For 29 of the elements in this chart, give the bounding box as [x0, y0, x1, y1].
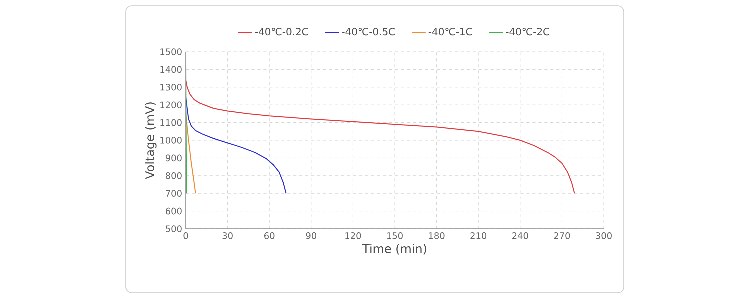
legend-label: -40℃-2C — [506, 28, 550, 36]
x-tick-label: 0 — [184, 232, 188, 240]
x-tick-label: 210 — [470, 232, 487, 240]
y-tick-label: 600 — [166, 208, 182, 215]
y-tick-label: 1100 — [160, 119, 182, 126]
y-tick-label: 700 — [166, 190, 182, 197]
x-tick-label: 90 — [306, 232, 317, 240]
y-tick-label: 1500 — [160, 48, 182, 56]
y-tick-label: 500 — [166, 226, 182, 232]
y-tick-label: 1000 — [160, 137, 182, 144]
y-axis-title: Voltage (mV) — [145, 102, 157, 180]
x-axis-title: Time (min) — [362, 244, 426, 255]
x-tick-label: 60 — [264, 232, 275, 240]
legend-label: -40℃-0.5C — [342, 28, 395, 36]
x-tick-label: 240 — [512, 232, 528, 240]
x-tick-label: 180 — [429, 232, 445, 240]
y-tick-label: 1300 — [160, 84, 182, 91]
line-series — [186, 80, 576, 194]
legend-label: -40℃-1C — [428, 28, 472, 36]
x-tick-label: 30 — [222, 232, 233, 240]
y-tick-label: 1400 — [160, 66, 182, 74]
x-tick-label: 120 — [346, 232, 362, 240]
legend-label: -40℃-0.2C — [255, 28, 308, 36]
y-tick-label: 1200 — [160, 102, 182, 108]
x-tick-label: 270 — [554, 232, 570, 240]
x-tick-label: 150 — [387, 232, 403, 240]
x-tick-label: 300 — [596, 232, 612, 240]
y-tick-label: 800 — [166, 172, 182, 180]
y-tick-label: 900 — [166, 154, 182, 162]
